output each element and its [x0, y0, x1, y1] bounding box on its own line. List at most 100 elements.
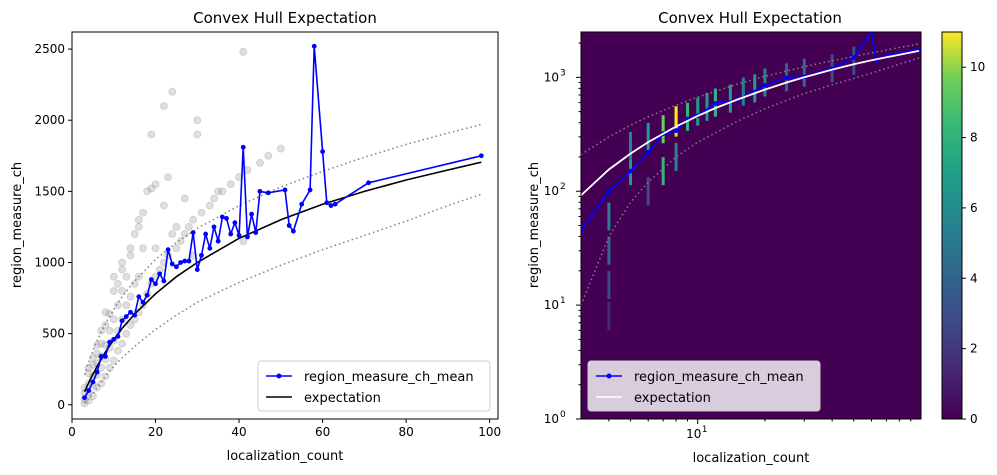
y-tick-label: 0 — [57, 398, 65, 412]
scatter-point — [118, 339, 127, 348]
left-legend-box — [257, 360, 491, 412]
y-tick-label: 1000 — [34, 255, 65, 269]
scatter-point — [239, 47, 248, 56]
scatter-point — [193, 116, 202, 125]
heatmap-cell — [646, 122, 650, 151]
scatter-point — [205, 201, 214, 210]
scatter-point — [172, 244, 181, 253]
scatter-point — [143, 187, 152, 196]
heatmap-cell — [696, 97, 700, 126]
mean-point — [144, 292, 150, 298]
colorbar-tick-label: 0 — [970, 412, 978, 426]
scatter-point — [109, 286, 118, 295]
mean-point — [324, 200, 330, 206]
mean-point — [645, 149, 651, 155]
left-legend: region_measure_ch_mean expectation — [257, 360, 491, 412]
x-tick-label: 60 — [315, 425, 330, 439]
left-legend-mean-label: region_measure_ch_mean — [304, 370, 474, 385]
x-tick-exponent: 1 — [702, 425, 708, 435]
scatter-point — [180, 194, 189, 203]
scatter-point — [113, 301, 122, 310]
scatter-point — [118, 258, 127, 267]
mean-point — [224, 215, 229, 221]
scatter-point — [176, 237, 185, 246]
left-plot-frame — [71, 31, 499, 420]
colorbar — [941, 31, 963, 420]
mean-point — [169, 261, 175, 267]
scatter-point — [139, 244, 147, 253]
mean-point — [628, 168, 633, 174]
scatter-point — [105, 326, 114, 335]
y-tick-exponent: 2 — [560, 182, 566, 192]
mean-point — [194, 267, 200, 273]
mean-point — [90, 379, 96, 385]
mean-point — [713, 101, 718, 106]
mean-point — [366, 180, 371, 186]
scatter-point — [164, 173, 173, 182]
left-plot-area — [80, 43, 484, 408]
scatter-point — [88, 360, 97, 369]
mean-point — [94, 369, 100, 375]
mean-point — [153, 281, 158, 287]
mean-point — [199, 252, 204, 258]
right-legend-box — [587, 360, 821, 412]
mean-point — [148, 277, 154, 282]
mean-point — [332, 201, 338, 207]
mean-point — [178, 260, 183, 265]
mean-point — [257, 188, 263, 194]
scatter-point — [118, 286, 127, 295]
mean-point — [123, 314, 129, 319]
mean-point — [232, 220, 238, 226]
mean-point — [249, 211, 254, 217]
scatter-point — [218, 187, 227, 196]
scatter-point — [109, 272, 118, 281]
right-legend-expectation-label: expectation — [634, 391, 711, 406]
upper-bound-line — [83, 123, 482, 376]
y-tick-exponent: 3 — [560, 68, 566, 78]
scatter-point — [88, 353, 97, 362]
heatmap-cell — [802, 58, 806, 87]
mean-point — [165, 247, 171, 253]
colorbar-tick-label: 6 — [970, 201, 978, 215]
heatmap-cell — [607, 236, 611, 265]
scatter-point — [159, 201, 168, 210]
heatmap-cell — [705, 92, 709, 121]
scatter-point — [101, 308, 110, 317]
scatter-point — [239, 237, 248, 246]
mean-line — [83, 46, 482, 399]
scatter-point — [118, 265, 127, 274]
mean-point — [132, 312, 138, 318]
scatter-point — [84, 369, 93, 378]
mean-point — [240, 144, 246, 150]
right-y-axis-label: region_measure_ch — [527, 162, 542, 288]
scatter-point — [168, 87, 177, 96]
mean-point — [673, 128, 679, 134]
scatter-point — [113, 346, 122, 355]
y-tick-label: 10 — [544, 412, 559, 426]
mean-point — [290, 228, 296, 234]
scatter-point — [122, 272, 131, 281]
mean-point — [186, 258, 192, 264]
scatter-point — [130, 230, 139, 239]
scatter-point — [264, 151, 273, 160]
colorbar-tick-label: 2 — [970, 342, 978, 356]
right-legend-mean-label: region_measure_ch_mean — [634, 370, 804, 385]
y-tick-exponent: 0 — [560, 410, 566, 420]
scatter-point — [226, 180, 235, 189]
heatmap-cell — [661, 157, 665, 186]
right-plot-area — [581, 32, 921, 419]
mean-point — [128, 309, 133, 315]
mean-point — [219, 214, 225, 220]
heatmap-cell — [661, 115, 665, 144]
scatter-point — [255, 158, 264, 167]
scatter-point — [126, 244, 135, 253]
scatter-point — [113, 279, 122, 288]
scatter-point — [139, 208, 147, 217]
colorbar-tick-label: 4 — [970, 271, 978, 285]
y-tick-label: 1500 — [34, 184, 65, 198]
scatter-point — [147, 130, 156, 139]
heatmap-cell — [607, 202, 611, 231]
mean-point — [111, 336, 117, 342]
heatmap-cell — [741, 77, 745, 106]
